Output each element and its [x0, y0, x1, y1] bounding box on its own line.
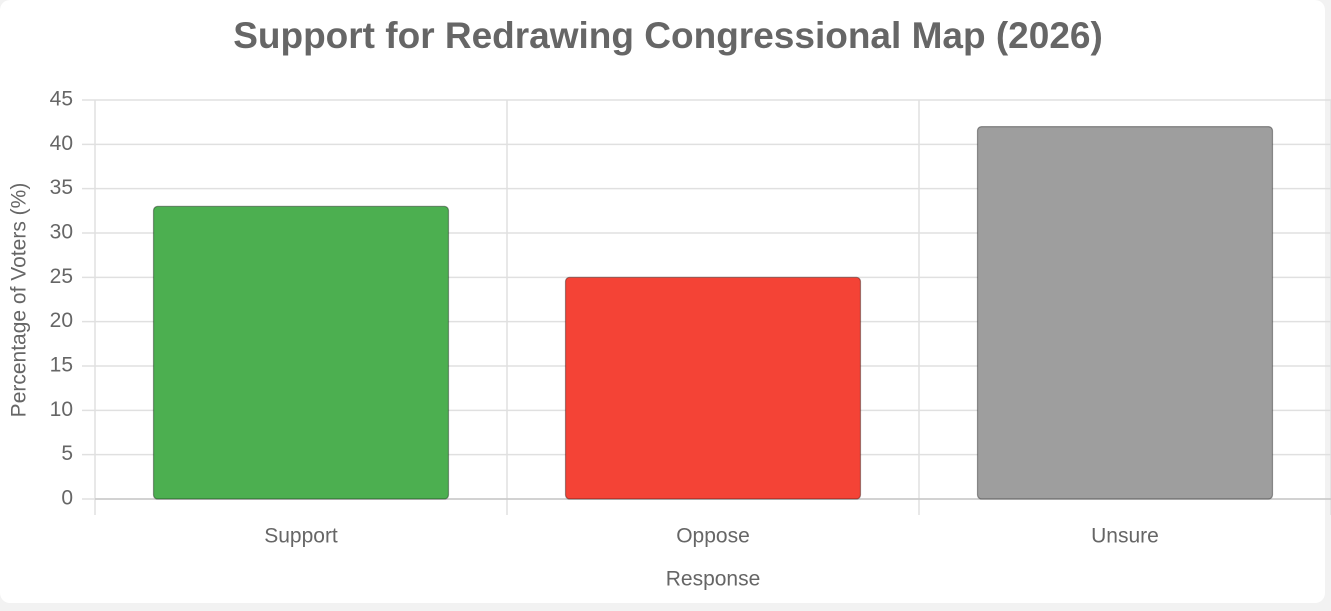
y-tick-label: 40 — [50, 132, 73, 155]
bar — [152, 205, 450, 500]
y-tick-label: 10 — [50, 398, 73, 421]
bar — [564, 276, 862, 500]
y-tick-label: 25 — [50, 265, 73, 288]
y-tick-label: 20 — [50, 309, 73, 332]
y-tick-label: 30 — [50, 221, 73, 244]
y-axis-label: Percentage of Voters (%) — [8, 183, 31, 418]
bar — [976, 125, 1274, 500]
y-tick-label: 15 — [50, 354, 73, 377]
y-tick-label: 45 — [50, 88, 73, 111]
x-tick-label: Oppose — [676, 525, 750, 548]
chart-title: Support for Redrawing Congressional Map … — [233, 15, 1103, 56]
y-tick-label: 0 — [61, 487, 73, 510]
x-tick-label: Unsure — [1091, 525, 1159, 548]
x-tick-label: Support — [264, 525, 338, 548]
y-tick-label: 35 — [50, 176, 73, 199]
y-tick-label: 5 — [61, 442, 73, 465]
x-axis-label: Response — [666, 568, 761, 591]
